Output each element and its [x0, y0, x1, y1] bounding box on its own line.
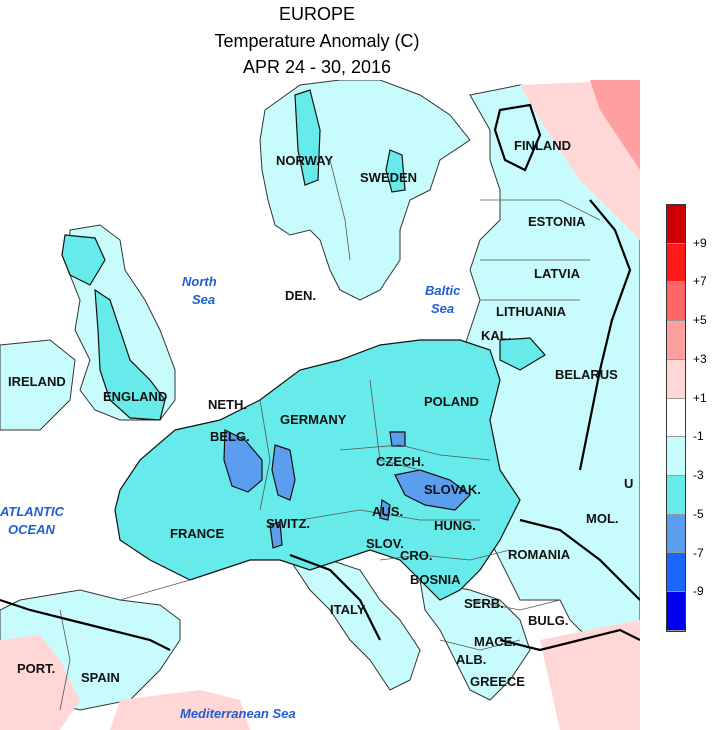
label-den: DEN.: [285, 288, 316, 303]
legend-tick-label: -7: [693, 545, 704, 560]
label-belarus: BELARUS: [555, 367, 618, 382]
label-spain: SPAIN: [81, 670, 120, 685]
legend-swatch: [667, 243, 685, 283]
land-blue-pockets: [223, 429, 471, 549]
label-baltic-sea-1: Baltic: [425, 283, 461, 298]
label-aus: AUS.: [372, 504, 403, 519]
label-france: FRANCE: [170, 526, 224, 541]
label-sweden: SWEDEN: [360, 170, 417, 185]
label-lithuania: LITHUANIA: [496, 304, 567, 319]
label-estonia: ESTONIA: [528, 214, 586, 229]
label-mol: MOL.: [586, 511, 619, 526]
color-legend: [666, 204, 686, 632]
label-north-sea-1: North: [182, 274, 217, 289]
label-atlantic-2: OCEAN: [8, 522, 56, 537]
label-slovak: SLOVAK.: [424, 482, 481, 497]
label-serb: SERB.: [464, 596, 504, 611]
legend-swatch: [667, 592, 685, 631]
map-subtitle: Temperature Anomaly (C): [214, 31, 420, 51]
legend-swatch: [667, 553, 685, 593]
label-port: PORT.: [17, 661, 55, 676]
label-italy: ITALY: [330, 602, 366, 617]
label-ukr: U: [624, 476, 633, 491]
label-poland: POLAND: [424, 394, 479, 409]
zero-contours: [0, 103, 640, 652]
label-greece: GREECE: [470, 674, 525, 689]
legend-swatch: [667, 282, 685, 322]
legend-swatch: [667, 205, 685, 244]
label-cro: CRO.: [400, 548, 433, 563]
label-england: ENGLAND: [103, 389, 167, 404]
label-north-sea-2: Sea: [192, 292, 215, 307]
label-kal: KAL.: [481, 328, 511, 343]
label-neth: NETH.: [208, 397, 247, 412]
label-bosnia: BOSNIA: [410, 572, 461, 587]
legend-tick-label: +5: [693, 313, 707, 328]
label-latvia: LATVIA: [534, 266, 581, 281]
map-title: EUROPE: [278, 4, 356, 24]
legend-swatch: [667, 359, 685, 399]
legend-tick-label: -1: [693, 429, 704, 444]
legend-tick-label: +3: [693, 351, 707, 366]
label-bulg: BULG.: [528, 613, 568, 628]
label-czech: CZECH.: [376, 454, 424, 469]
label-ireland: IRELAND: [8, 374, 66, 389]
legend-swatch: [667, 321, 685, 360]
label-belg: BELG.: [210, 429, 250, 444]
legend-swatch: [667, 437, 685, 477]
land-medium-cyan: [61, 89, 546, 601]
legend-tick-label: +9: [693, 235, 707, 250]
label-switz: SWITZ.: [266, 516, 310, 531]
anomaly-map: FINLAND NORWAY SWEDEN ESTONIA LATVIA LIT…: [0, 80, 640, 730]
legend-swatch: [667, 514, 685, 554]
sea-labels: North Sea Baltic Sea ATLANTIC OCEAN Medi…: [0, 274, 461, 721]
country-borders: [59, 159, 601, 711]
label-mediterranean: Mediterranean Sea: [180, 706, 296, 721]
label-slov: SLOV.: [366, 536, 404, 551]
label-romania: ROMANIA: [508, 547, 571, 562]
country-labels: FINLAND NORWAY SWEDEN ESTONIA LATVIA LIT…: [8, 138, 633, 689]
label-mace: MACE.: [474, 634, 516, 649]
legend-swatch: [667, 476, 685, 515]
legend-tick-label: +1: [693, 390, 707, 405]
legend-tick-label: -5: [693, 506, 704, 521]
legend-swatch: [667, 398, 685, 438]
label-baltic-sea-2: Sea: [431, 301, 454, 316]
land-pink: [590, 80, 640, 170]
label-norway: NORWAY: [276, 153, 333, 168]
label-alb: ALB.: [456, 652, 486, 667]
label-atlantic-1: ATLANTIC: [0, 504, 65, 519]
map-date-range: APR 24 - 30, 2016: [242, 57, 392, 77]
legend-tick-label: -3: [693, 468, 704, 483]
label-hung: HUNG.: [434, 518, 476, 533]
label-finland: FINLAND: [514, 138, 571, 153]
label-germany: GERMANY: [280, 412, 347, 427]
legend-tick-label: +7: [693, 274, 707, 289]
legend-tick-label: -9: [693, 584, 704, 599]
